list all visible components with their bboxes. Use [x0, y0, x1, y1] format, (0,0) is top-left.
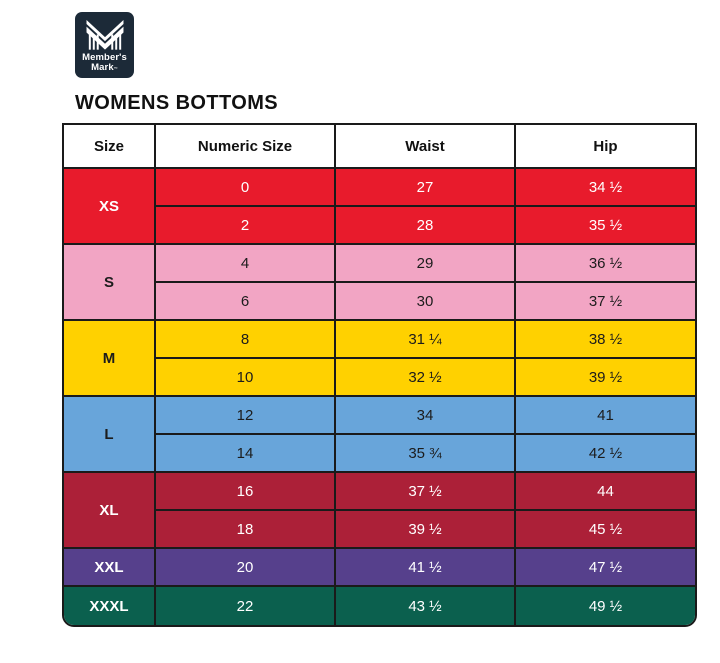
column-header-waist: Waist — [336, 125, 516, 169]
waist-cell: 39 ½ — [336, 511, 516, 549]
waist-cell: 35 ¾ — [336, 435, 516, 473]
numeric-size-cell: 6 — [156, 283, 336, 321]
table-header: Size Numeric Size Waist Hip — [64, 125, 695, 169]
column-header-numeric-size: Numeric Size — [156, 125, 336, 169]
hip-cell: 38 ½ — [516, 321, 695, 359]
waist-cell: 28 — [336, 207, 516, 245]
hip-cell: 34 ½ — [516, 169, 695, 207]
table-row: L 12 34 41 — [64, 397, 695, 473]
numeric-size-cell: 0 — [156, 169, 336, 207]
hip-cell: 42 ½ — [516, 435, 695, 473]
brand-line1: Member's — [82, 52, 127, 63]
column-header-size: Size — [64, 125, 156, 169]
hip-cell: 36 ½ — [516, 245, 695, 283]
size-cell-s: S — [64, 245, 156, 321]
numeric-size-cell: 14 — [156, 435, 336, 473]
size-table-body: XS 0 27 34 ½ 2 28 35 ½ S 4 29 36 ½ 6 30 37 ½ M 8 31 ¼ 38 … — [64, 169, 695, 625]
waist-cell: 30 — [336, 283, 516, 321]
members-mark-logo: Member's Mark™ — [75, 12, 134, 78]
waist-cell: 34 — [336, 397, 516, 435]
table-row: XS 0 27 34 ½ — [64, 169, 695, 245]
waist-cell: 43 ½ — [336, 587, 516, 625]
hip-cell: 44 — [516, 473, 695, 511]
brand-line2: Mark — [91, 62, 114, 73]
waist-cell: 31 ¼ — [336, 321, 516, 359]
table-row: XL 16 37 ½ 44 — [64, 473, 695, 549]
waist-cell: 27 — [336, 169, 516, 207]
waist-cell: 37 ½ — [336, 473, 516, 511]
numeric-size-cell: 22 — [156, 587, 336, 625]
brand-name: Member's Mark™ — [82, 53, 127, 74]
hip-cell: 49 ½ — [516, 587, 695, 625]
numeric-size-cell: 12 — [156, 397, 336, 435]
table-row: XXL 20 41 ½ 47 ½ — [64, 549, 695, 587]
numeric-size-cell: 16 — [156, 473, 336, 511]
size-cell-m: M — [64, 321, 156, 397]
hip-cell: 39 ½ — [516, 359, 695, 397]
size-cell-xxl: XXL — [64, 549, 156, 587]
waist-cell: 29 — [336, 245, 516, 283]
numeric-size-cell: 2 — [156, 207, 336, 245]
table-row: M 8 31 ¼ 38 ½ — [64, 321, 695, 397]
table-row: 2 28 35 ½ — [64, 207, 695, 245]
table-row: S 4 29 36 ½ — [64, 245, 695, 321]
waist-cell: 41 ½ — [336, 549, 516, 587]
hip-cell: 45 ½ — [516, 511, 695, 549]
waist-cell: 32 ½ — [336, 359, 516, 397]
header-row: Size Numeric Size Waist Hip — [64, 125, 695, 169]
numeric-size-cell: 4 — [156, 245, 336, 283]
size-cell-l: L — [64, 397, 156, 473]
page-title: WOMENS BOTTOMS — [75, 92, 279, 114]
size-cell-xs: XS — [64, 169, 156, 245]
table-row: 18 39 ½ 45 ½ — [64, 511, 695, 549]
hip-cell: 47 ½ — [516, 549, 695, 587]
table-row: 6 30 37 ½ — [64, 283, 695, 321]
size-cell-xxxl: XXXL — [64, 587, 156, 625]
trademark-mark: ™ — [113, 66, 118, 71]
column-header-hip: Hip — [516, 125, 695, 169]
numeric-size-cell: 18 — [156, 511, 336, 549]
numeric-size-cell: 8 — [156, 321, 336, 359]
numeric-size-cell: 20 — [156, 549, 336, 587]
table-row: 14 35 ¾ 42 ½ — [64, 435, 695, 473]
hip-cell: 41 — [516, 397, 695, 435]
size-cell-xl: XL — [64, 473, 156, 549]
hip-cell: 35 ½ — [516, 207, 695, 245]
table-row: XXXL 22 43 ½ 49 ½ — [64, 587, 695, 625]
table-row: 10 32 ½ 39 ½ — [64, 359, 695, 397]
hip-cell: 37 ½ — [516, 283, 695, 321]
members-mark-m-icon — [86, 19, 123, 50]
size-chart-table: Size Numeric Size Waist Hip XS 0 27 34 ½ 2 28… — [64, 125, 695, 625]
numeric-size-cell: 10 — [156, 359, 336, 397]
size-chart-table-wrap: Size Numeric Size Waist Hip XS 0 27 34 ½ 2 28… — [62, 123, 697, 627]
